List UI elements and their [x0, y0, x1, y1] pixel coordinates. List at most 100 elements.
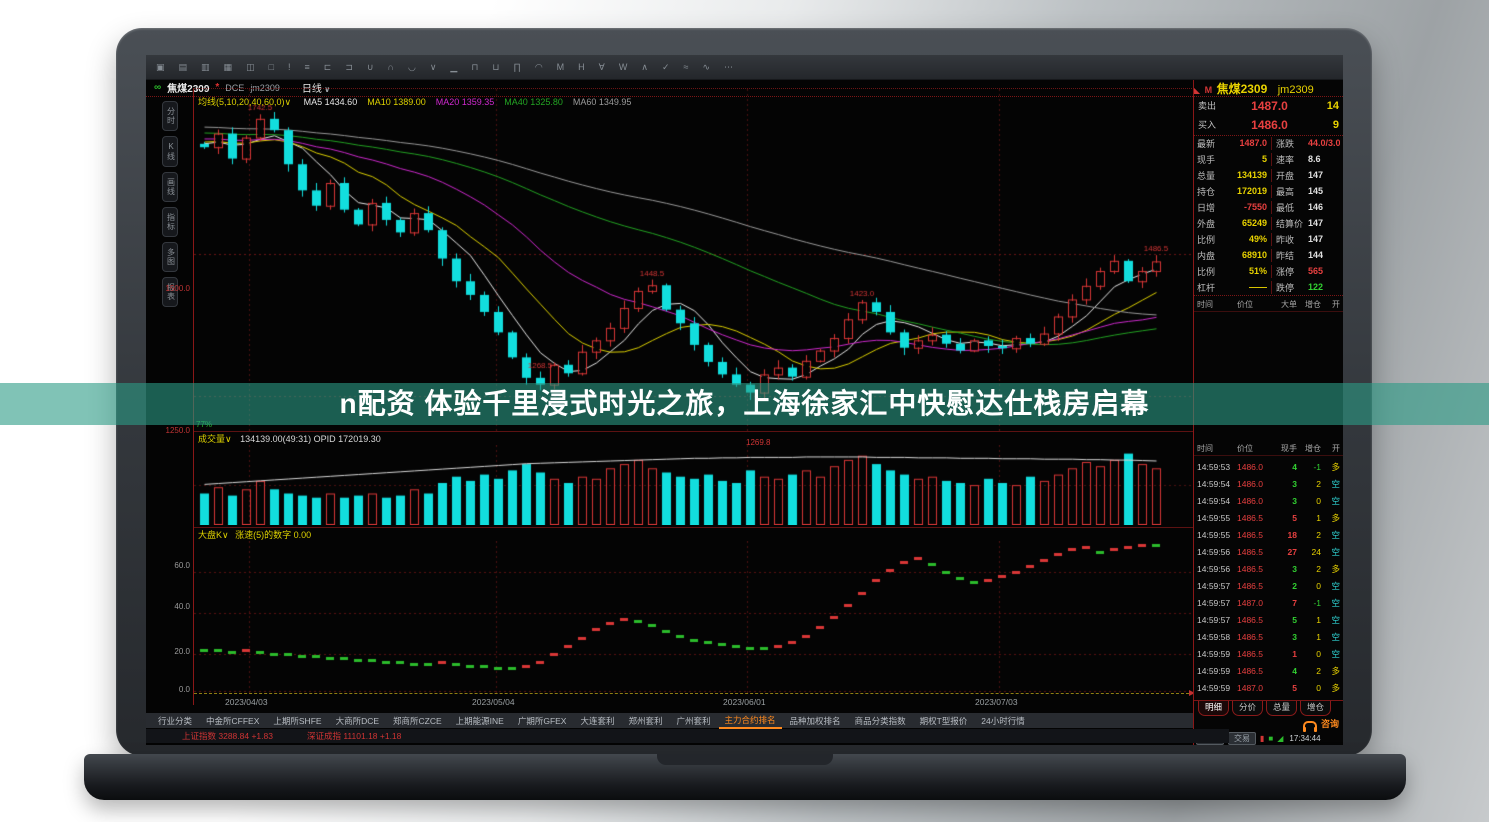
toolbar-icon-3[interactable]: ▦	[223, 61, 233, 72]
toolbar-icon-19[interactable]: M	[556, 61, 565, 72]
toolbar-icon-23[interactable]: ∧	[641, 61, 648, 72]
tick-row: 14:59:56 1486.5 27 24 空	[1197, 546, 1340, 557]
toolbar-icon-9[interactable]: ⊐	[345, 61, 353, 72]
sidebar-tab-5[interactable]: 报表	[161, 277, 178, 307]
toolbar-icon-8[interactable]: ⊏	[323, 61, 332, 72]
toolbar-icon-22[interactable]: W	[618, 61, 628, 72]
ma-value-4: MA60 1349.95	[572, 97, 632, 107]
sidebar-tab-1[interactable]: K线	[161, 136, 178, 167]
indicator-axis-label: 20.0	[174, 647, 190, 656]
detail-header-top: 时间 价位 大单 增仓开	[1194, 298, 1343, 312]
tick-row: 14:59:59 1486.5 4 2 多	[1197, 665, 1340, 676]
sidebar-tab-4[interactable]: 多图	[161, 242, 178, 272]
market-tab-5[interactable]: 上期能源INE	[455, 715, 504, 726]
panel-tab-2[interactable]: 总量	[1266, 701, 1298, 716]
indicator-header: 大盘K∨ 涨速(5)的数字 0.00	[194, 527, 1194, 542]
toolbar-icon-7[interactable]: ≡	[304, 61, 310, 72]
quote-stat-row: 杠杆 —— 跌停 122	[1197, 280, 1324, 294]
market-tab-13[interactable]: 期权T型报价	[919, 715, 968, 726]
toolbar-icon-11[interactable]: ∩	[387, 61, 394, 72]
market-tab-6[interactable]: 广期所GFEX	[517, 715, 567, 726]
status-chip-1[interactable]: 交易	[1228, 732, 1256, 745]
market-tab-10[interactable]: 主力合约排名	[718, 713, 782, 729]
volume-chart[interactable]	[194, 445, 1194, 525]
market-tab-0[interactable]: 行业分类	[158, 715, 193, 726]
market-tab-8[interactable]: 郑州套利	[628, 715, 663, 726]
quote-stats: 最新 1487.0 涨跌 44.0/3.0 现手 5 速率 8.6 总量 134139 开盘 147 持…	[1194, 135, 1343, 296]
tick-row: 14:59:58 1486.5 3 1 空	[1197, 631, 1340, 642]
market-tab-1[interactable]: 中金所CFFEX	[206, 715, 260, 726]
contract-name: 焦煤2309	[167, 84, 210, 95]
toolbar-icon-26[interactable]: ∿	[702, 61, 710, 72]
indicator-chart[interactable]	[194, 541, 1194, 693]
indicator-dropdown[interactable]: 大盘K∨	[198, 530, 229, 540]
tick-row: 14:59:55 1486.5 5 1 多	[1197, 512, 1340, 523]
sidebar-tab-3[interactable]: 指标	[161, 207, 178, 237]
panel-tab-3[interactable]: 增仓	[1300, 701, 1332, 716]
volume-dropdown[interactable]: 成交量∨	[198, 434, 232, 444]
candlestick-chart[interactable]	[194, 89, 1194, 431]
price-axis-label: 1250.0	[165, 426, 190, 435]
toolbar-icon-14[interactable]: ▁	[450, 61, 458, 72]
quote-header: ◣ M 焦煤2309 jm2309	[1194, 80, 1343, 97]
toolbar-icon-12[interactable]: ◡	[407, 61, 416, 72]
tick-list-header: 时间 价位 现手 增仓开	[1194, 442, 1343, 456]
tick-row: 14:59:54 1486.0 3 2 空	[1197, 478, 1340, 489]
toolbar-icon-5[interactable]: □	[268, 61, 275, 72]
market-tab-2[interactable]: 上期所SHFE	[273, 715, 322, 726]
left-tab-strip: 分时 K线 画线 指标 多图 报表 1500.0 1250.0 60.0 40.0 20.…	[146, 96, 193, 702]
date-axis: 2023/04/03 2023/05/04 2023/06/01 2023/07/03	[194, 690, 1195, 710]
toolbar-icon-18[interactable]: ◠	[534, 61, 543, 72]
app-toolbar: ▣ ▤ ▥ ▦ ◫ □! ≡ ⊏ ⊐ ∪ ∩ ◡ ∨ ▁ ⊓ ⊔ ∏ ◠ M H ∀ W ∧ ✓ ≈ ∿ ⋯	[146, 55, 1343, 80]
date-label: 2023/05/04	[472, 697, 515, 707]
toolbar-icon-6[interactable]: !	[288, 61, 291, 72]
connected-icon: ■	[1268, 734, 1274, 743]
toolbar-icon-10[interactable]: ∪	[366, 61, 374, 72]
ticker-segment-0: 上证指数 3288.84 +1.83	[182, 731, 273, 741]
tick-row: 14:59:57 1486.5 2 0 空	[1197, 580, 1340, 591]
panel-tab-1[interactable]: 分价	[1232, 701, 1264, 716]
toolbar-icon-0[interactable]: ▣	[156, 61, 165, 72]
index-ticker: 上证指数 3288.84 +1.83 深证成指 11101.18 +1.18	[146, 729, 1229, 743]
toolbar-icon-20[interactable]: H	[578, 61, 585, 72]
toolbar-icon-24[interactable]: ✓	[661, 61, 670, 72]
quote-contract-code: jm2309	[1277, 84, 1314, 96]
toolbar-icon-25[interactable]: ≈	[683, 61, 689, 72]
market-tab-7[interactable]: 大连套利	[580, 715, 615, 726]
toolbar-icon-4[interactable]: ◫	[246, 61, 255, 72]
market-tab-9[interactable]: 广州套利	[676, 715, 711, 726]
market-tab-11[interactable]: 品种加权排名	[789, 715, 841, 726]
tick-row: 14:59:59 1486.5 1 0 空	[1197, 648, 1340, 659]
contract-mark-icon: *	[215, 82, 220, 93]
sidebar-tab-0[interactable]: 分时	[161, 101, 178, 131]
toolbar-icon-1[interactable]: ▤	[178, 61, 188, 72]
market-tab-12[interactable]: 商品分类指数	[854, 715, 906, 726]
ma-values-row: 均线(5,10,20,40,60,0)∨ MA5 1434.60 MA10 138…	[198, 95, 641, 108]
toolbar-icon-21[interactable]: ∀	[598, 61, 605, 72]
toolbar-icon-15[interactable]: ⊓	[471, 61, 479, 72]
toolbar-icon-2[interactable]: ▥	[201, 61, 210, 72]
ma-dropdown[interactable]: 均线(5,10,20,40,60,0)∨	[198, 97, 292, 107]
quote-stat-row: 外盘 65249 结算价 147	[1197, 216, 1324, 230]
bid-row: 买入 1486.0 9	[1194, 115, 1343, 134]
bid-label: 买入	[1198, 120, 1217, 130]
panel-tab-0[interactable]: 明细	[1198, 701, 1230, 716]
volume-value: 134139.00(49:31) OPID 172019.30	[240, 434, 381, 444]
laptop-notch	[657, 754, 833, 765]
service-row[interactable]: 咨询	[1302, 716, 1339, 732]
toolbar-icon-27[interactable]: ⋯	[723, 61, 733, 72]
sidebar-tab-2[interactable]: 画线	[161, 172, 178, 202]
laptop-base	[84, 754, 1406, 800]
bid-price: 1486.0	[1251, 117, 1288, 132]
toolbar-icon-17[interactable]: ∏	[513, 61, 521, 72]
market-tab-4[interactable]: 郑商所CZCE	[393, 715, 442, 726]
market-tab-14[interactable]: 24小时行情	[981, 715, 1025, 726]
toolbar-icon-13[interactable]: ∨	[429, 61, 437, 72]
market-tab-3[interactable]: 大商所DCE	[335, 715, 380, 726]
toolbar-icon-16[interactable]: ⊔	[492, 61, 500, 72]
ask-label: 卖出	[1198, 101, 1217, 111]
volume-header: 成交量∨ 134139.00(49:31) OPID 172019.30	[194, 431, 1194, 446]
service-label: 咨询	[1320, 718, 1339, 729]
ma-value-0: MA5 1434.60	[303, 97, 358, 107]
